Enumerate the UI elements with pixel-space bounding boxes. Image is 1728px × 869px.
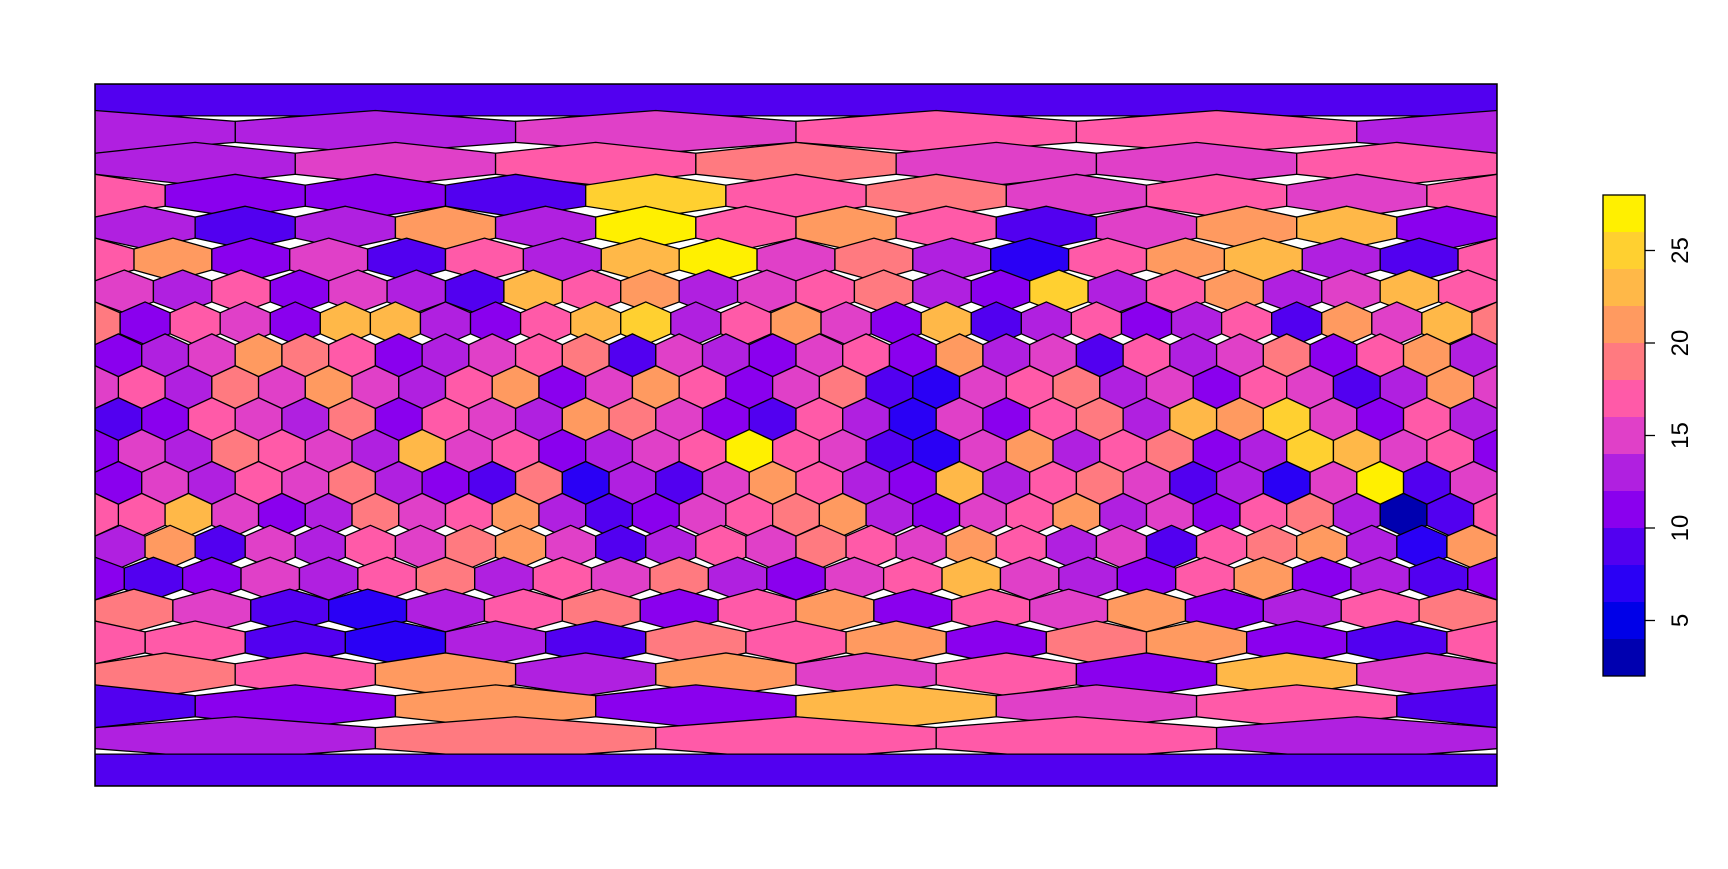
legend-tick-label: 20 [1667,330,1694,357]
cell-shape [1396,684,1497,729]
legend-bin [1603,602,1645,639]
legend-bin [1603,454,1645,491]
cell [95,556,1497,601]
cell-shape [1472,492,1497,537]
cell-shape [95,492,120,537]
cell [1233,556,1294,601]
cell-shape [95,301,121,346]
cell [95,365,1497,410]
legend-bin [1603,269,1645,306]
cell-shape [374,716,657,761]
legend-bin [1603,565,1645,602]
cell-shape [95,620,146,665]
legend-bin [1603,195,1645,232]
cell-shape [1233,556,1294,601]
legend-tick-label: 25 [1667,237,1694,264]
cell-shape [95,684,196,729]
cell [95,428,1497,474]
cell-shape [95,428,120,474]
cell [95,684,1497,729]
legend-bin [1603,491,1645,528]
cell-shape [95,365,120,410]
cell [95,492,1497,537]
cell-shape [95,84,1497,117]
cell-shape [532,556,593,601]
legend-bin [1603,232,1645,269]
cell-shape [95,753,1497,786]
cell-shape [1472,428,1497,474]
legend-tick-label: 15 [1667,422,1694,449]
cell-shape [298,556,359,601]
legend-bin [1603,639,1645,676]
map-border [94,83,1498,787]
cell [95,84,1497,117]
cell [374,716,657,761]
legend-bin [1603,343,1645,380]
cell-shape [1467,556,1497,601]
map [95,84,1497,786]
cell [999,556,1060,601]
cell-shape [1471,301,1497,346]
legend-bin [1603,380,1645,417]
cell-shape [935,716,1218,761]
cell-shape [1472,365,1497,410]
legend-bin [1603,306,1645,343]
cell-shape [95,556,125,601]
cell [95,753,1497,786]
cell [935,716,1218,761]
legend: 5 10 15 20 25 [1602,194,1694,677]
legend-tick-label: 5 [1667,614,1694,627]
cell-shape [1446,620,1497,665]
cell [298,556,359,601]
cell [95,301,1497,346]
legend-bin [1603,528,1645,565]
cell [95,620,1497,665]
cell-shape [999,556,1060,601]
legend-tick-label: 10 [1667,515,1694,542]
legend-bin [1603,417,1645,454]
cell [532,556,593,601]
